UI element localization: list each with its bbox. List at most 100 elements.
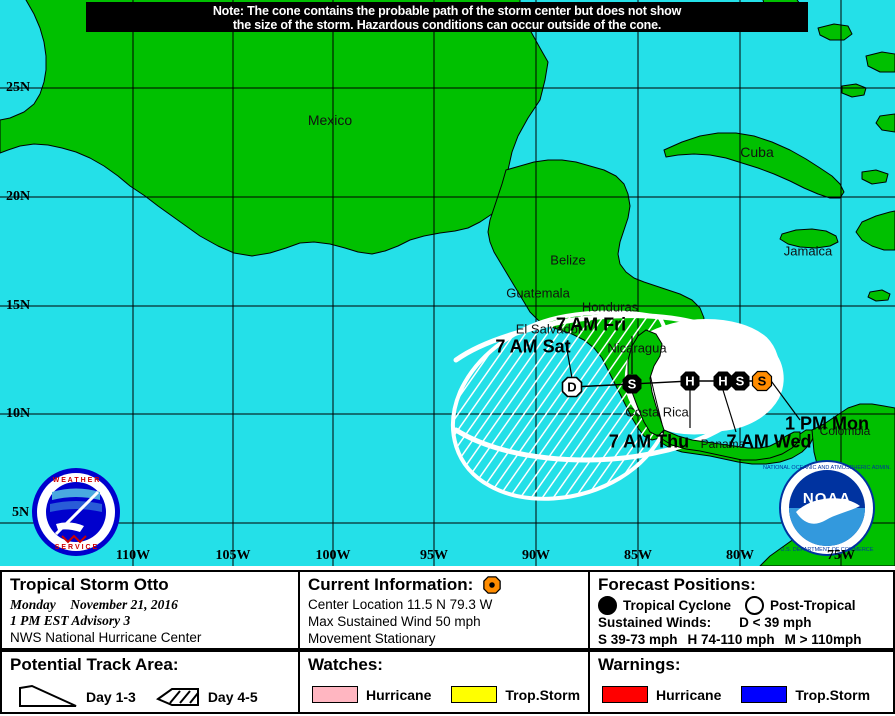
warnings-heading: Warnings: — [598, 655, 681, 674]
forecast-positions-heading: Forecast Positions: — [598, 575, 756, 594]
place-label-cuba: Cuba — [740, 144, 774, 160]
tropical-cyclone-label: Tropical Cyclone — [623, 598, 732, 613]
track-marker-fri-h[interactable]: H — [680, 371, 701, 392]
day-4-5-label: Day 4-5 — [207, 689, 258, 705]
wind-class-h: H 74-110 mph — [687, 632, 775, 647]
track-marker-sat-d[interactable]: D — [561, 376, 583, 398]
track-marker-wed[interactable]: S — [730, 371, 751, 392]
place-label-panama: Panama — [700, 437, 746, 451]
storm-title: Tropical Storm Otto — [10, 575, 169, 595]
potential-track-heading: Potential Track Area: — [10, 655, 179, 674]
lat-label-25n: 25N — [6, 80, 31, 95]
forecast-label-thu: 7 AM Thu — [608, 431, 690, 452]
watches-heading: Watches: — [308, 655, 383, 674]
watch-trop-storm-label: Trop.Storm — [505, 686, 581, 703]
svg-text:U.S. DEPARTMENT OF COMMERCE: U.S. DEPARTMENT OF COMMERCE — [781, 547, 874, 553]
storm-title-text: Tropical Storm Otto — [10, 575, 169, 594]
track-marker-label: H — [685, 373, 695, 389]
lon-label-75w: 75W — [827, 548, 855, 563]
svg-text:NATIONAL OCEANIC AND ATMOSPHER: NATIONAL OCEANIC AND ATMOSPHERIC ADMIN. — [763, 465, 891, 471]
watch-trop-storm-swatch — [451, 686, 498, 703]
day-1-3-cone-icon — [19, 684, 77, 707]
wind-class-m: M > 110mph — [784, 632, 862, 647]
storm-date-line: Monday November 21, 2016 — [10, 596, 178, 614]
lon-label-90w: 90W — [522, 548, 550, 563]
warning-hurricane-label: Hurricane — [656, 686, 722, 703]
svg-text:NOAA: NOAA — [803, 490, 851, 507]
storm-symbol-icon — [751, 370, 773, 392]
track-marker-label: D — [567, 379, 577, 395]
wind-class-row: S 39-73 mph H 74-110 mph M > 110mph — [598, 632, 862, 647]
warning-trop-storm-label: Trop.Storm — [795, 686, 871, 703]
nws-logo-graphic: W E A T H E R S E R V I C E — [32, 468, 120, 556]
track-marker-thu[interactable]: H — [713, 371, 734, 392]
track-marker-label: S — [735, 373, 745, 389]
legend-panel-row: Potential Track Area: Day 1-3 Day 4-5 Wa… — [0, 650, 895, 714]
place-label-costa-rica: Costa Rica — [625, 404, 689, 420]
svg-text:W E A T H E R: W E A T H E R — [53, 477, 100, 484]
post-tropical-dot-icon — [561, 376, 583, 398]
post-tropical-label: Post-Tropical — [770, 598, 856, 613]
cyclone-dot-icon — [730, 371, 750, 391]
day-4-5-cone-icon — [155, 688, 199, 706]
noaa-logo-graphic: NOAA NATIONAL OCEANIC AND ATMOSPHERIC AD… — [763, 460, 891, 556]
note-line-1: Note: The cone contains the probable pat… — [212, 4, 682, 18]
wind-class-s: S 39-73 mph — [598, 632, 678, 647]
lon-label-95w: 95W — [420, 548, 448, 563]
lon-label-110w: 110W — [115, 548, 151, 563]
potential-track-legend: Day 1-3 Day 4-5 — [18, 684, 278, 710]
forecast-positions-symbols: Tropical Cyclone Post-Tropical — [598, 596, 856, 615]
warning-trop-storm-swatch — [741, 686, 788, 703]
forecast-label-sat: 7 AM Sat — [495, 336, 571, 357]
lon-label-85w: 85W — [624, 548, 652, 563]
current-center-location: Center Location 11.5 N 79.3 W — [308, 597, 493, 612]
place-label-el-salvador: El Salvador — [515, 321, 583, 337]
legend-area: Tropical Storm Otto Monday November 21, … — [0, 566, 895, 716]
current-information-heading-text: Current Information: — [308, 575, 474, 594]
cyclone-dot-icon — [713, 371, 733, 391]
place-label-mexico: Mexico — [307, 112, 353, 128]
current-max-wind: Max Sustained Wind 50 mph — [308, 614, 481, 629]
note-line-2: the size of the storm. Hazardous conditi… — [232, 18, 662, 32]
tropical-cyclone-dot-icon — [598, 596, 617, 615]
watches-legend: Hurricane Trop.Storm — [312, 686, 600, 703]
cyclone-dot-icon — [622, 374, 642, 394]
place-label-colombia: Colombia — [819, 424, 871, 438]
sustained-winds-row: Sustained Winds: D < 39 mph — [598, 615, 812, 630]
track-marker-current[interactable]: S — [751, 370, 773, 392]
day-1-3-label: Day 1-3 — [86, 689, 136, 705]
warnings-legend: Hurricane Trop.Storm — [602, 686, 890, 703]
storm-date: November 21, 2016 — [70, 597, 178, 612]
forecast-label-mon: 1 PM Mon — [785, 413, 869, 434]
lat-label-10n: 10N — [6, 406, 31, 421]
place-label-jamaica: Jamaica — [783, 243, 833, 259]
storm-advisory: 1 PM EST Advisory 3 — [10, 613, 131, 628]
forecast-label-wed: 7 AM Wed — [726, 431, 812, 452]
lon-label-105w: 105W — [215, 548, 251, 563]
lon-label-80w: 80W — [726, 548, 754, 563]
lat-label-15n: 15N — [6, 298, 31, 313]
track-marker-label: S — [627, 376, 637, 392]
cyclone-dot-icon — [680, 371, 700, 391]
lon-label-100w: 100W — [315, 548, 351, 563]
watch-hurricane-swatch — [312, 686, 358, 703]
warning-hurricane-swatch — [602, 686, 648, 703]
lat-label-20n: 20N — [6, 189, 31, 204]
post-tropical-dot-icon — [745, 596, 765, 615]
forecast-label-fri: 7 AM Fri — [555, 314, 627, 335]
track-marker-label: H — [718, 373, 728, 389]
info-panel-row: Tropical Storm Otto Monday November 21, … — [0, 570, 895, 650]
forecast-map[interactable]: W E A T H E R S E R V I C E NOAA NATIONA… — [0, 0, 895, 566]
svg-text:S E R V I C E: S E R V I C E — [55, 544, 98, 551]
watch-hurricane-label: Hurricane — [366, 686, 432, 703]
wind-class-d: D < 39 mph — [739, 615, 812, 630]
storm-day: Monday — [10, 597, 56, 612]
track-marker-label: S — [757, 373, 767, 389]
sustained-winds-label: Sustained Winds: — [598, 615, 712, 630]
track-marker-fri-s[interactable]: S — [622, 374, 643, 395]
map-graphics: W E A T H E R S E R V I C E NOAA NATIONA… — [0, 0, 895, 566]
place-label-guatemala: Guatemala — [506, 285, 570, 301]
storm-agency: NWS National Hurricane Center — [10, 630, 202, 645]
current-storm-symbol-icon — [483, 576, 502, 594]
